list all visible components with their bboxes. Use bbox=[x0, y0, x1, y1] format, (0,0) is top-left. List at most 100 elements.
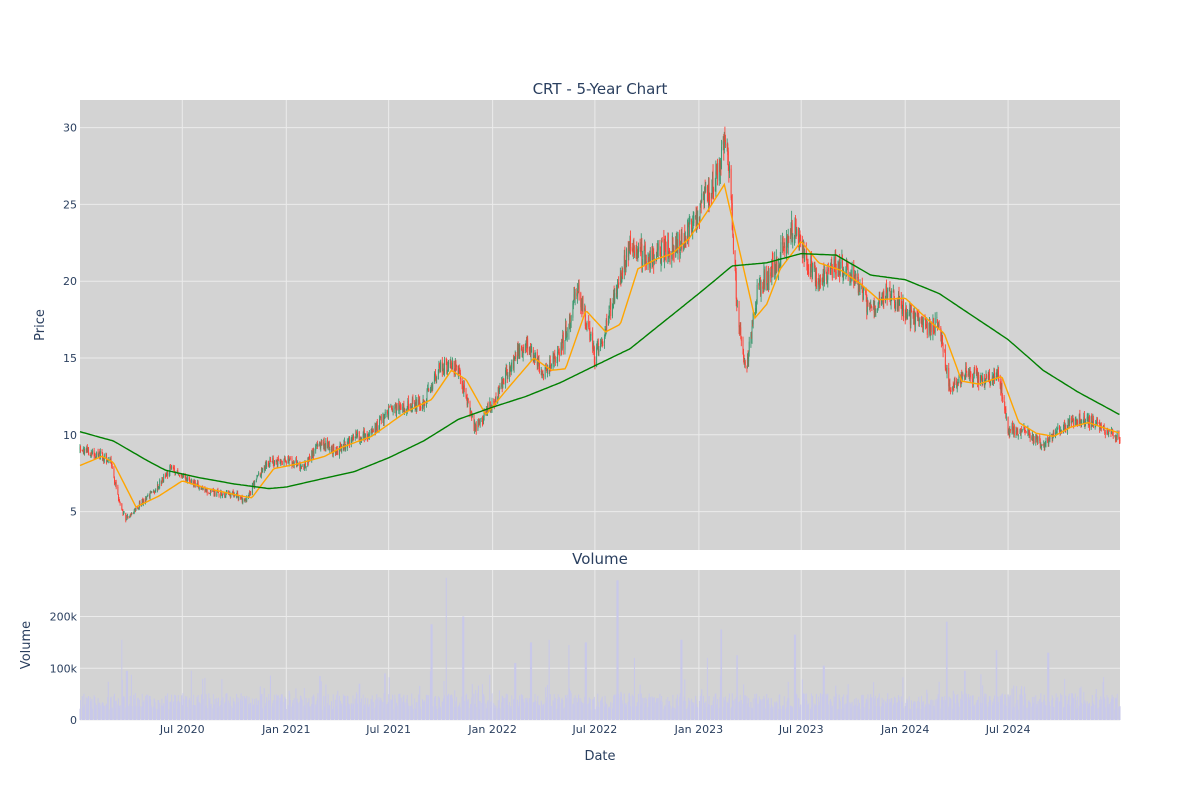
volume-bar bbox=[635, 706, 637, 720]
candle-body bbox=[594, 362, 596, 365]
candle-body bbox=[1009, 428, 1011, 436]
up-candle bbox=[722, 136, 724, 151]
up-candle bbox=[609, 298, 611, 310]
volume-bar bbox=[142, 702, 144, 720]
candle-body bbox=[948, 367, 950, 387]
candle-body bbox=[543, 374, 544, 376]
up-candle bbox=[481, 417, 483, 423]
volume-bar bbox=[114, 708, 116, 720]
candle-body bbox=[693, 215, 695, 224]
candle-body bbox=[712, 171, 713, 188]
up-candle bbox=[518, 343, 520, 359]
volume-bar bbox=[145, 696, 147, 720]
volume-bar bbox=[416, 702, 418, 720]
candle-body bbox=[1099, 425, 1101, 431]
up-candle bbox=[320, 438, 322, 446]
candle-body bbox=[127, 515, 128, 517]
up-candle bbox=[973, 367, 975, 379]
down-candle bbox=[760, 276, 761, 297]
candle-body bbox=[478, 421, 480, 425]
down-candle bbox=[945, 364, 947, 372]
down-candle bbox=[473, 413, 475, 432]
candle-body bbox=[114, 477, 115, 483]
up-candle bbox=[556, 356, 558, 364]
candle-body bbox=[550, 364, 552, 367]
up-candle bbox=[272, 455, 274, 464]
down-candle bbox=[1072, 415, 1074, 422]
candle-body bbox=[517, 347, 519, 354]
volume-bar bbox=[284, 697, 286, 720]
up-candle bbox=[564, 340, 566, 355]
volume-bar bbox=[446, 704, 448, 720]
volume-bar bbox=[720, 629, 722, 720]
volume-bar bbox=[731, 693, 733, 720]
volume-bar bbox=[368, 706, 370, 720]
volume-bar bbox=[102, 702, 104, 720]
volume-bar bbox=[348, 709, 350, 720]
down-candle bbox=[962, 372, 964, 377]
volume-bar bbox=[774, 701, 776, 720]
candle-body bbox=[505, 370, 507, 384]
volume-bar bbox=[795, 693, 797, 720]
up-candle bbox=[756, 279, 758, 305]
candle-body bbox=[86, 447, 88, 451]
down-candle bbox=[200, 486, 202, 490]
up-candle bbox=[355, 429, 357, 439]
candle-body bbox=[639, 247, 641, 249]
candle-body bbox=[870, 305, 872, 308]
volume-bar bbox=[175, 695, 177, 720]
volume-bar bbox=[434, 696, 436, 720]
candle-body bbox=[84, 449, 85, 454]
candle-body bbox=[355, 431, 357, 437]
volume-bar bbox=[295, 700, 297, 720]
candle-body bbox=[1106, 431, 1108, 434]
candle-body bbox=[907, 314, 908, 320]
candle-body bbox=[276, 459, 278, 465]
up-candle bbox=[766, 283, 768, 291]
up-candle bbox=[138, 507, 140, 511]
down-candle bbox=[949, 390, 951, 395]
volume-bar bbox=[668, 705, 670, 720]
down-candle bbox=[809, 263, 811, 280]
volume-bar bbox=[422, 705, 424, 720]
up-candle bbox=[810, 254, 812, 278]
up-candle bbox=[171, 464, 173, 470]
candle-body bbox=[1029, 434, 1031, 439]
candle-body bbox=[964, 375, 966, 377]
candle-body bbox=[644, 244, 646, 267]
candle-body bbox=[829, 269, 831, 273]
up-candle bbox=[134, 507, 136, 511]
candle-body bbox=[835, 272, 837, 274]
up-candle bbox=[696, 207, 698, 233]
up-candle bbox=[712, 171, 713, 195]
up-candle bbox=[932, 314, 934, 341]
up-candle bbox=[317, 443, 319, 447]
volume-bar bbox=[510, 706, 512, 720]
candle-body bbox=[1008, 430, 1010, 434]
volume-bar bbox=[141, 706, 143, 720]
down-candle bbox=[281, 461, 283, 466]
candle-body bbox=[544, 367, 546, 378]
volume-bar bbox=[519, 695, 521, 720]
volume-bar bbox=[79, 708, 81, 720]
down-candle bbox=[311, 448, 313, 459]
candle-body bbox=[1019, 430, 1021, 434]
candle-body bbox=[337, 449, 339, 455]
down-candle bbox=[576, 288, 578, 300]
candle-body bbox=[462, 388, 464, 393]
up-candle bbox=[123, 511, 124, 515]
volume-bar bbox=[853, 705, 855, 720]
candle-body bbox=[163, 476, 165, 482]
up-candle bbox=[79, 444, 81, 454]
candle-body bbox=[1051, 434, 1053, 435]
candle-body bbox=[525, 340, 527, 344]
volume-bar bbox=[198, 702, 200, 720]
volume-bar bbox=[384, 673, 386, 720]
volume-bar bbox=[137, 698, 139, 720]
candle-body bbox=[956, 381, 958, 388]
up-candle bbox=[407, 398, 409, 409]
up-candle bbox=[499, 382, 501, 390]
candle-body bbox=[99, 452, 101, 459]
volume-bar bbox=[249, 703, 251, 720]
candle-body bbox=[86, 447, 88, 453]
